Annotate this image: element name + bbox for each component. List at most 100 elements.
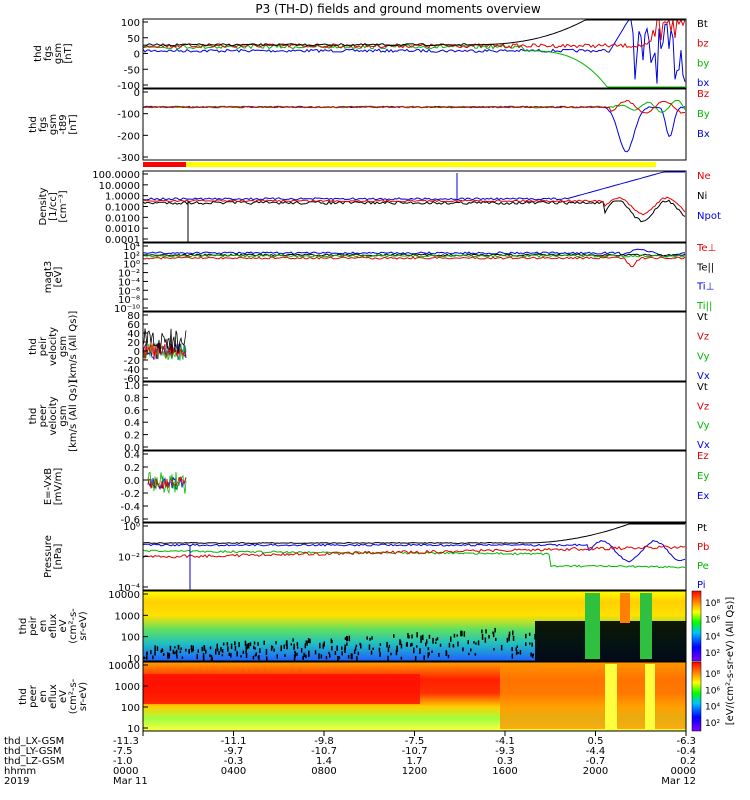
spectrogram-pixel: [172, 649, 175, 655]
spectrogram-pixel: [492, 632, 495, 638]
spectrogram-pixel: [234, 645, 237, 651]
trace-bx: [143, 105, 686, 153]
spectrogram-pixel: [368, 644, 371, 650]
spectrogram-pixel: [181, 656, 184, 659]
spectrogram-pixel: [150, 650, 152, 655]
y-axis-label: [nT]: [68, 114, 79, 134]
spectrogram-band: [640, 593, 652, 659]
spectrogram-pixel: [427, 652, 429, 658]
legend-entry-te-: Te||: [696, 262, 714, 273]
spectrogram-pixel: [296, 642, 299, 646]
spectrogram-pixel: [302, 656, 304, 660]
spectrogram-pixel: [188, 649, 190, 654]
spectrogram-pixel: [245, 652, 248, 658]
legend-entry-by: by: [697, 58, 709, 69]
x-tick-lx: -9.8: [314, 736, 334, 747]
legend-entry-vy: Vy: [697, 351, 710, 362]
spectrogram-pixel: [314, 650, 317, 655]
spectrogram-pixel: [253, 645, 255, 650]
y-tick-label: 10: [127, 654, 140, 665]
y-tick-label: 10000: [108, 661, 140, 672]
spectrogram-pixel: [270, 645, 273, 651]
panel-peer_en-data: [143, 662, 686, 731]
spectrogram-pixel: [257, 642, 259, 646]
y-axis-label: peir: [28, 615, 39, 635]
spectrogram-pixel: [160, 649, 162, 653]
spectrogram-pixel: [390, 652, 392, 656]
spectrogram-pixel: [252, 655, 255, 660]
panel-frame: [142, 18, 687, 89]
y-axis-label: velocity: [48, 396, 59, 435]
y-tick-label: 0: [134, 347, 140, 358]
spectrogram-pixel: [255, 652, 257, 657]
spectrogram-band: [500, 664, 686, 729]
y-tick-label: 0: [134, 50, 140, 61]
legend-entry-ti-: Ti⊥: [696, 282, 714, 293]
spectrogram-pixel: [435, 638, 437, 641]
y-tick-label: 10⁻⁴: [118, 583, 140, 594]
spectrogram-pixel: [411, 642, 413, 647]
spectrogram-pixel: [337, 656, 339, 661]
x-tick-hhmm: 1200: [402, 766, 427, 777]
spectrogram-pixel: [347, 654, 350, 659]
y-axis-label: thd: [18, 688, 29, 705]
x-tick-ly: -10.7: [311, 746, 337, 757]
spectrogram-pixel: [152, 655, 154, 660]
y-tick-label: -0.6: [120, 515, 140, 526]
spectrogram-pixel: [439, 643, 442, 647]
panel-fgs_t89-data: [143, 99, 686, 153]
spectrogram-pixel: [216, 648, 219, 652]
spectrogram-pixel: [290, 643, 293, 646]
trace-bz: [143, 99, 686, 114]
spectrogram-pixel: [366, 636, 368, 640]
y-axis-label: velocity: [48, 327, 59, 366]
legend-entry-ex: Ex: [697, 491, 709, 502]
y-axis-label: eflux: [48, 684, 59, 709]
y-axis-label: en: [38, 620, 49, 633]
spectrogram-pixel: [271, 646, 274, 649]
spectrogram-pixel: [205, 649, 207, 654]
spectrogram-pixel: [388, 644, 391, 648]
spectrogram-pixel: [320, 654, 323, 659]
spectrogram-pixel: [411, 634, 413, 639]
y-axis-label: gsm: [58, 336, 69, 357]
spectrogram-pixel: [423, 655, 425, 660]
panel-fgs-data: [143, 19, 686, 88]
y-axis-label: [km/s (All Qs)]: [68, 380, 79, 452]
spectrogram-pixel: [408, 635, 410, 639]
spectrogram-pixel: [197, 649, 199, 653]
spectrogram-pixel: [447, 654, 450, 659]
spectrogram-pixel: [226, 642, 229, 646]
spectrogram-pixel: [331, 645, 333, 651]
legend-entry-vz: Vz: [697, 401, 709, 412]
spectrogram-pixel: [508, 636, 510, 642]
colorbar-tick-label: 10⁴: [705, 632, 720, 642]
trace-ne: [143, 196, 686, 216]
spectrogram-pixel: [445, 650, 447, 656]
spectrogram-pixel: [450, 636, 452, 642]
spectrogram-pixel: [286, 644, 288, 650]
spectrogram-pixel: [396, 646, 398, 653]
spectrogram-pixel: [481, 634, 484, 640]
trace-by: [143, 43, 685, 88]
spectrogram-pixel: [387, 647, 390, 653]
y-axis-label: Pressure: [43, 535, 54, 578]
spectrogram-pixel: [259, 648, 261, 653]
legend-entry-pe: Pe: [697, 561, 709, 572]
colorbar-label: [eV/(cm²-s-sr-eV) (All Qs)]: [725, 597, 736, 726]
spectrogram-pixel: [294, 650, 296, 653]
spectrogram-pixel: [453, 633, 456, 638]
panel-pressure-data: [143, 523, 686, 590]
spectrogram-pixel: [247, 642, 250, 649]
spectrogram-pixel: [309, 638, 311, 644]
spectrogram-pixel: [306, 640, 308, 646]
x-tick-ly: -0.4: [676, 746, 696, 757]
y-axis-label: (cm²-s-: [68, 608, 79, 644]
y-tick-label: 0.8: [124, 393, 140, 404]
spectrogram-pixel: [201, 646, 203, 652]
trace-pb: [143, 545, 686, 559]
y-tick-label: 0.4: [124, 450, 140, 461]
panel-pressure: 10⁰ 10⁻² 10⁻⁴ Pressure [nPa] Pt Pb Pe Pi: [43, 522, 709, 594]
trace-ti-par: [143, 254, 686, 258]
